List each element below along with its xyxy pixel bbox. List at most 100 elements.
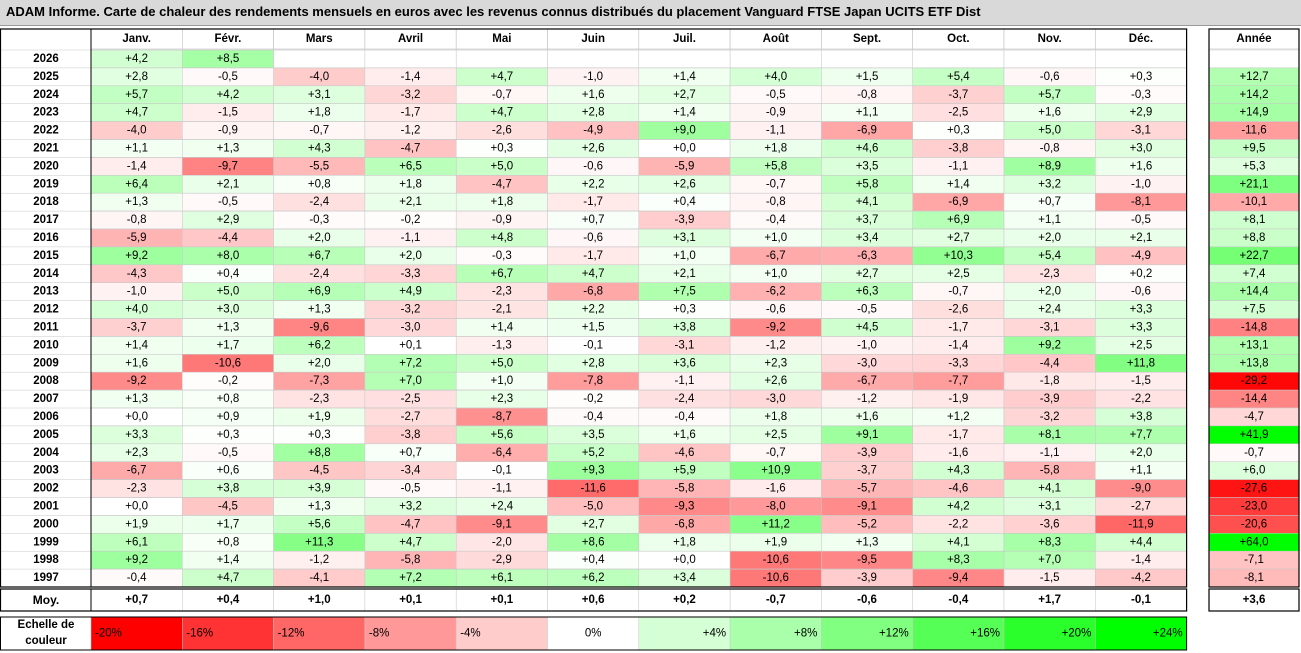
heat-cell-value: -9,2 [766, 321, 786, 333]
heat-cell-value: +11,8 [1127, 357, 1155, 369]
heat-cell-value: +4,6 [856, 142, 879, 154]
annual-cell-value: +5,3 [1243, 160, 1266, 172]
heat-cell [912, 49, 1005, 69]
scale-swatch [90, 616, 183, 651]
heat-cell-value: +4,2 [217, 89, 240, 101]
month-header-label: Août [763, 33, 789, 45]
heat-cell-value: -1,7 [401, 107, 421, 119]
scale-stop-label: -16% [186, 628, 213, 640]
heat-cell-value: +9,3 [582, 465, 605, 477]
heat-cell-value: -7,7 [948, 375, 968, 387]
heat-cell-value: +9,0 [673, 125, 696, 137]
heat-cell-value: -4,5 [309, 465, 329, 477]
heat-cell-value: +2,0 [399, 250, 422, 262]
heat-cell-value: +4,7 [490, 107, 513, 119]
heat-cell-value: +4,7 [582, 268, 605, 280]
heat-cell-value: -0,1 [492, 465, 512, 477]
row-year-label: 2003 [33, 465, 59, 477]
heat-cell-value: -0,3 [309, 214, 329, 226]
heat-cell-value: +5,7 [1038, 89, 1061, 101]
heat-cell-value: +2,0 [1130, 447, 1153, 459]
heat-cell-value: -8,1 [1131, 196, 1151, 208]
heat-cell-value: +6,2 [582, 572, 605, 584]
heat-cell-value: -9,1 [492, 518, 512, 530]
annual-cell-value: -14,8 [1241, 321, 1267, 333]
heat-cell-value: -3,7 [857, 465, 877, 477]
heat-cell-value: +1,8 [490, 196, 513, 208]
heat-cell [455, 49, 548, 69]
heat-cell-value: -1,6 [948, 447, 968, 459]
heat-cell-value: +5,0 [1038, 125, 1061, 137]
scale-stop-label: -4% [460, 628, 480, 640]
heat-cell-value: -4,9 [1131, 250, 1151, 262]
heat-cell-value: +2,1 [217, 178, 240, 190]
heat-cell-value: +3,5 [582, 429, 605, 441]
heat-cell-value: -2,5 [401, 393, 421, 405]
heat-cell-value: +2,2 [582, 178, 605, 190]
heat-cell-value: -1,4 [948, 339, 968, 351]
heat-cell-value: -3,7 [948, 89, 968, 101]
heat-cell-value: +1,0 [764, 232, 787, 244]
heat-cell [729, 49, 822, 69]
heat-cell-value: +2,6 [764, 375, 787, 387]
row-year-label: 2004 [33, 447, 59, 459]
heat-cell-value: +1,0 [764, 268, 787, 280]
row-year-label: 2026 [33, 53, 59, 65]
heat-cell-value: +4,7 [490, 71, 513, 83]
month-header-label: Janv. [122, 33, 151, 45]
average-cell-value: -0,6 [857, 594, 877, 606]
row-year-label: 2012 [33, 304, 59, 316]
heat-cell-value: +4,0 [764, 71, 787, 83]
heat-cell-value: +3,9 [308, 483, 331, 495]
heat-cell-value: +0,1 [399, 339, 422, 351]
heat-cell-value: +10,3 [944, 250, 973, 262]
row-year-label: 2025 [33, 71, 59, 83]
heat-cell-value: +0,0 [673, 554, 696, 566]
heat-cell-value: -4,7 [401, 142, 421, 154]
heat-cell-value: -7,8 [583, 375, 603, 387]
average-annual-cell [1208, 588, 1300, 612]
heat-cell-value: +1,1 [125, 142, 148, 154]
annual-cell-value: +64,0 [1239, 536, 1268, 548]
heat-cell-value: -9,6 [309, 321, 329, 333]
heat-cell-value: -8,7 [492, 411, 512, 423]
heat-cell-value: +1,0 [673, 250, 696, 262]
heat-cell-value: -9,4 [948, 572, 968, 584]
heat-cell-value: +7,0 [399, 375, 422, 387]
average-cell-value: -0,4 [948, 594, 968, 606]
heat-cell-value: -6,3 [857, 250, 877, 262]
heat-cell-value: -4,1 [309, 572, 329, 584]
heat-cell-value: -0,2 [583, 393, 603, 405]
annual-cell-value: +8,1 [1243, 214, 1266, 226]
heat-cell-value: -2,2 [1131, 393, 1151, 405]
month-header-label: Sept. [853, 33, 881, 45]
heat-cell-value: +3,5 [856, 160, 879, 172]
heat-cell-value: -1,1 [948, 160, 968, 172]
row-year-label: 2011 [34, 321, 60, 333]
heat-cell-value: -9,2 [127, 375, 147, 387]
heat-cell-value: +5,4 [1038, 250, 1061, 262]
heat-cell-value: -0,5 [218, 71, 238, 83]
heat-cell-value: +8,3 [1038, 536, 1061, 548]
heat-cell-value: -1,4 [127, 160, 147, 172]
row-year-label: 2006 [33, 411, 59, 423]
heat-cell-value: -6,8 [675, 518, 695, 530]
heat-cell-value: +8,6 [582, 536, 605, 548]
heat-cell-value: -6,7 [766, 250, 786, 262]
heat-cell-value: -6,2 [766, 286, 786, 298]
heat-cell-value: -5,5 [309, 160, 329, 172]
heat-cell-value: +6,9 [947, 214, 970, 226]
scale-stop-label: -12% [278, 628, 305, 640]
annual-cell-value: -7,1 [1244, 554, 1264, 566]
heat-cell-value: +1,8 [673, 536, 696, 548]
heat-cell-value: +5,0 [490, 160, 513, 172]
month-header-label: Mai [492, 33, 511, 45]
average-row-label: Moy. [33, 593, 59, 607]
row-year-label: 2001 [33, 500, 59, 512]
heat-cell-value: -5,8 [675, 483, 695, 495]
heat-cell-value: -1,2 [401, 125, 421, 137]
heat-cell-value: +1,0 [490, 375, 513, 387]
heat-cell-value: +8,8 [308, 447, 331, 459]
heat-cell-value: -1,2 [309, 554, 329, 566]
heat-cell-value: -1,1 [492, 483, 512, 495]
